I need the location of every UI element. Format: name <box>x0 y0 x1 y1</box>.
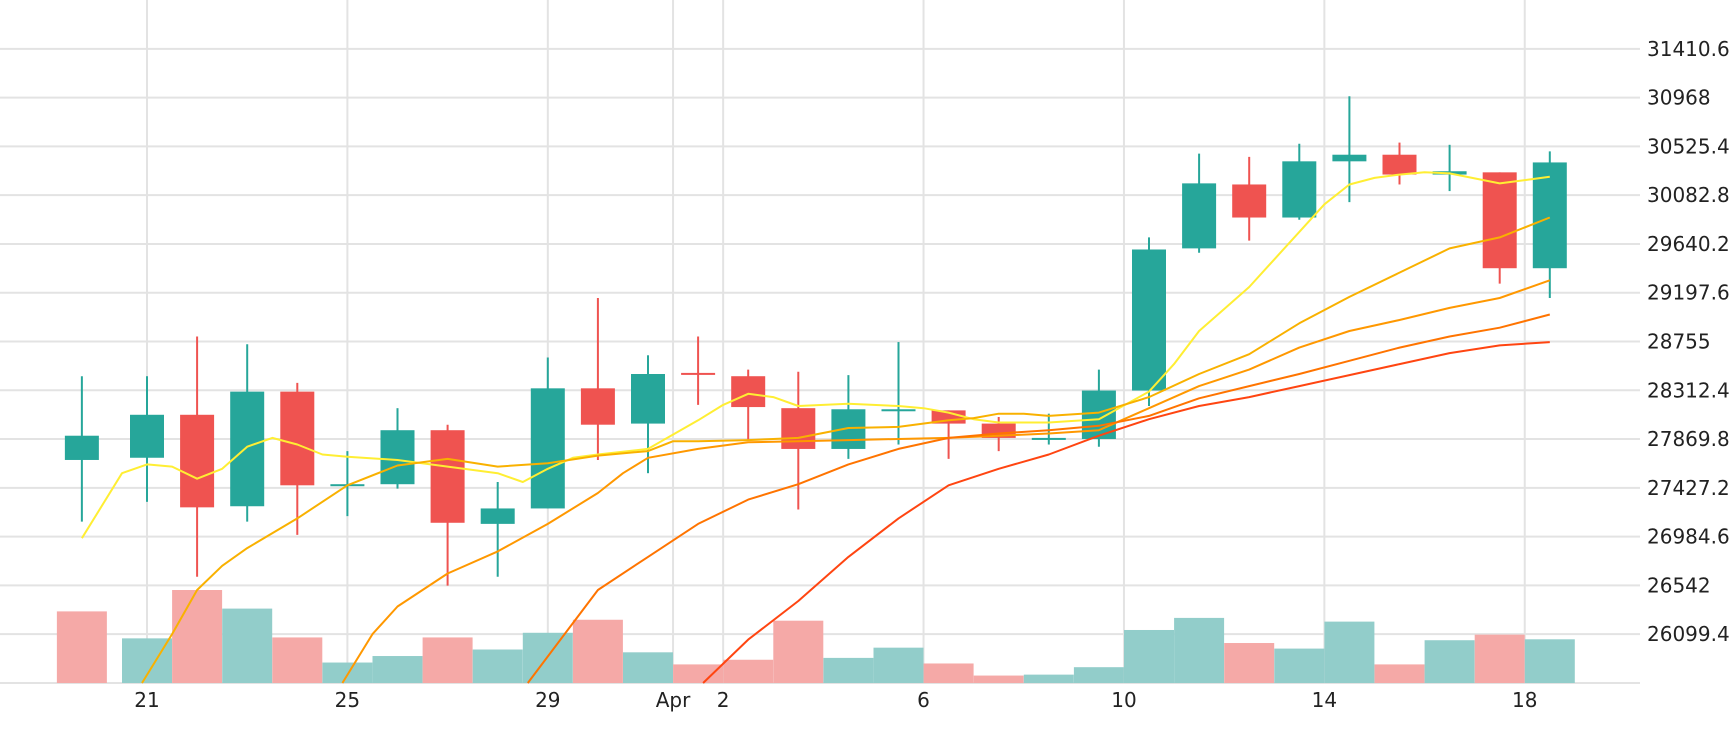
candle-body <box>180 414 215 508</box>
grid-lines <box>0 0 1640 684</box>
volume-bar <box>1524 639 1575 683</box>
moving-average-line <box>141 216 1551 684</box>
candle-body <box>1332 154 1367 162</box>
candle-body <box>1382 154 1417 175</box>
y-tick-label: 28312.4 <box>1647 378 1730 402</box>
candle-body <box>230 391 265 507</box>
volume-bar <box>1124 629 1174 683</box>
y-tick-label: 30525.4 <box>1647 134 1730 158</box>
y-axis: 31410.6 30968 30525.4 30082.8 29640.2 29197.6… <box>1647 37 1730 646</box>
volume-bar <box>1023 674 1074 683</box>
x-tick-label: 25 <box>335 688 360 712</box>
volume-bar <box>1174 617 1225 683</box>
y-tick-label: 27869.8 <box>1647 427 1730 451</box>
y-tick-label: 29197.6 <box>1647 281 1730 305</box>
x-tick-label: 18 <box>1512 688 1537 712</box>
candle-body <box>580 388 615 425</box>
volume-bars <box>56 590 1575 683</box>
volume-bar <box>1424 640 1475 683</box>
y-tick-label: 26542 <box>1647 573 1711 597</box>
candle-body <box>64 435 99 460</box>
volume-bar <box>973 675 1024 683</box>
moving-average-line <box>527 313 1551 684</box>
volume-bar <box>623 652 673 683</box>
moving-average-line <box>341 279 1551 684</box>
volume-bar <box>222 608 273 683</box>
candle-body <box>480 508 515 524</box>
candle-body <box>380 430 415 485</box>
candle-body <box>1132 249 1166 391</box>
volume-bar <box>1324 621 1375 683</box>
candle-body <box>1282 161 1317 218</box>
x-tick-label: 14 <box>1312 688 1337 712</box>
y-tick-label: 30082.8 <box>1647 183 1730 207</box>
volume-bar <box>422 637 473 683</box>
volume-bar <box>823 657 874 683</box>
y-tick-label: 28755 <box>1647 330 1711 354</box>
x-axis: 21 25 29 Apr 2 6 10 14 18 <box>134 688 1537 712</box>
volume-bar <box>472 649 523 683</box>
moving-average-lines <box>81 171 1551 684</box>
volume-bar <box>1073 667 1124 683</box>
volume-bar <box>1274 648 1325 683</box>
y-tick-label: 31410.6 <box>1647 37 1730 61</box>
candle-body <box>881 409 916 412</box>
volume-bar <box>873 647 924 683</box>
candle-body <box>831 409 866 449</box>
y-tick-label: 26099.4 <box>1647 622 1730 646</box>
volume-bar <box>172 590 223 683</box>
x-tick-label: 10 <box>1111 688 1136 712</box>
x-tick-label: 29 <box>535 688 560 712</box>
candle-body <box>1482 172 1517 269</box>
candle-body <box>130 414 164 458</box>
volume-bar <box>372 656 423 683</box>
x-tick-label: 6 <box>917 688 930 712</box>
y-tick-label: 29640.2 <box>1647 232 1730 256</box>
volume-bar <box>322 662 373 683</box>
x-tick-label: 2 <box>717 688 730 712</box>
y-tick-label: 30968 <box>1647 86 1711 110</box>
volume-bar <box>773 620 824 683</box>
volume-bar <box>1374 664 1425 683</box>
moving-average-line <box>702 341 1550 684</box>
x-tick-label: 21 <box>134 688 159 712</box>
x-tick-label: Apr <box>656 688 691 712</box>
volume-bar <box>1224 643 1275 683</box>
volume-bar <box>272 637 323 683</box>
volume-bar <box>673 664 724 683</box>
volume-bar <box>923 663 974 683</box>
volume-bar <box>723 659 774 683</box>
volume-bar <box>572 619 623 683</box>
volume-bar <box>1474 634 1525 683</box>
y-tick-label: 27427.2 <box>1647 476 1730 500</box>
candle-body <box>530 388 565 509</box>
y-tick-label: 26984.6 <box>1647 525 1730 549</box>
candle-body <box>280 391 315 486</box>
moving-average-line <box>81 171 1550 539</box>
candle-body <box>1031 437 1066 440</box>
candle-body <box>1182 183 1217 249</box>
candle-body <box>681 372 716 375</box>
candle-body <box>781 408 816 449</box>
candle-body <box>731 376 766 408</box>
volume-bar <box>56 611 107 683</box>
candle-body <box>1532 162 1567 269</box>
candle-body <box>1232 184 1267 218</box>
candle-body <box>430 430 465 523</box>
candle-body <box>631 374 665 424</box>
